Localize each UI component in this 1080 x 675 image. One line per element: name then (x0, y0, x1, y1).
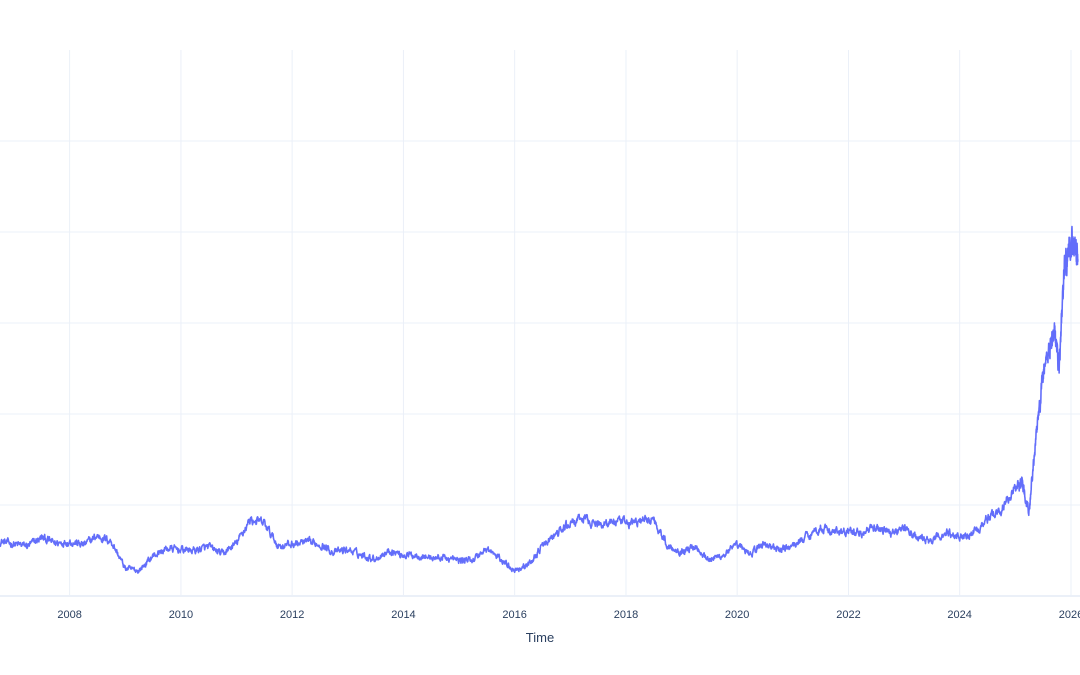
x-tick-label: 2020 (725, 609, 749, 621)
series-layer (0, 225, 1079, 574)
x-tick-label: 2012 (280, 609, 304, 621)
grid-lines (0, 50, 1080, 597)
x-tick-label: 2026 (1059, 609, 1080, 621)
x-tick-label: 2010 (169, 609, 193, 621)
x-tick-label: 2022 (836, 609, 860, 621)
x-tick-label: 2014 (391, 609, 415, 621)
series-line (0, 225, 1079, 574)
x-tick-label: 2016 (502, 609, 526, 621)
x-tick-label: 2008 (57, 609, 81, 621)
x-tick-label: 2024 (947, 609, 971, 621)
x-tick-label: 2018 (614, 609, 638, 621)
x-axis: 2008 2010 2012 2014 2016 2018 2020 2022 2024 2026 (57, 609, 1080, 621)
x-axis-title: Time (526, 630, 554, 645)
